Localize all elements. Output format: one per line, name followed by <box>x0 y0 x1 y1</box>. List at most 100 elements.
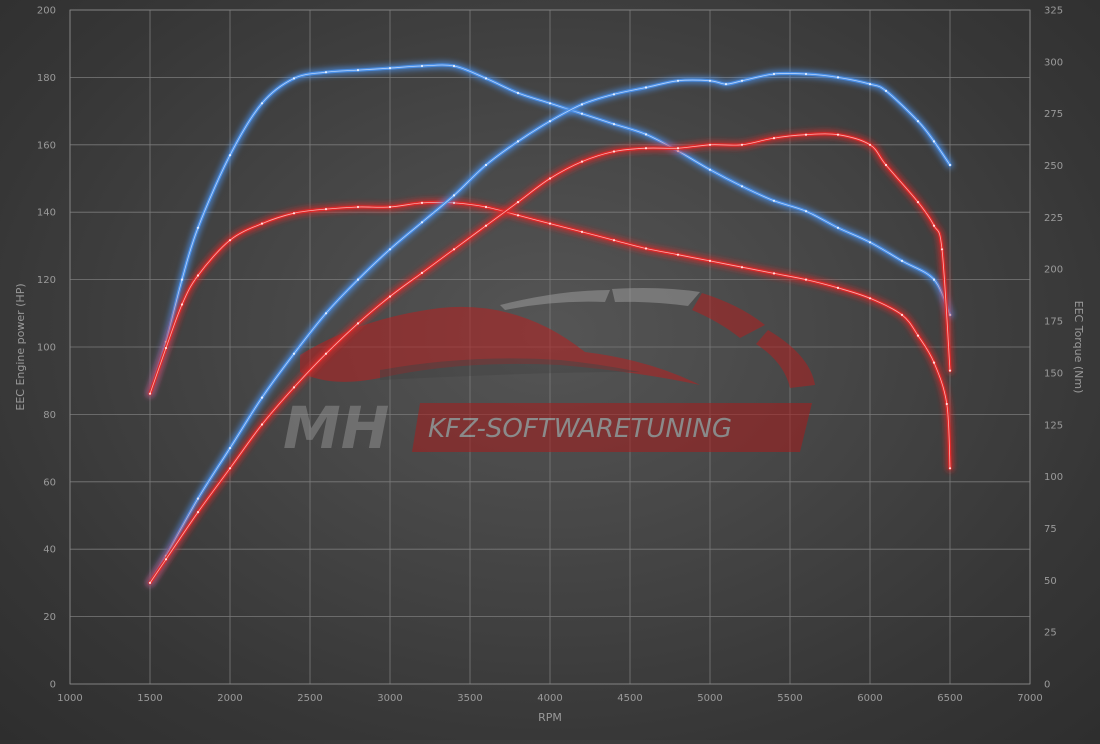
data-point <box>581 231 583 233</box>
data-point <box>805 73 807 75</box>
data-point <box>389 295 391 297</box>
data-point <box>197 511 199 513</box>
y-left-tick-label: 20 <box>43 612 56 623</box>
data-point <box>901 314 903 316</box>
data-point <box>517 214 519 216</box>
data-point <box>389 248 391 250</box>
data-point <box>261 397 263 399</box>
data-point <box>613 239 615 241</box>
data-point <box>837 227 839 229</box>
y-left-tick-label: 180 <box>37 73 56 84</box>
x-tick-label: 6000 <box>857 693 882 704</box>
data-point <box>741 80 743 82</box>
data-point <box>613 150 615 152</box>
data-point <box>165 347 167 349</box>
data-point <box>773 272 775 274</box>
watermark-tagline: KFZ-SOFTWARETUNING <box>428 414 732 444</box>
data-point <box>181 279 183 281</box>
data-point <box>229 467 231 469</box>
data-point <box>421 202 423 204</box>
data-point <box>677 80 679 82</box>
x-tick-label: 4000 <box>537 693 562 704</box>
data-point <box>949 467 951 469</box>
data-point <box>453 202 455 204</box>
data-point <box>709 169 711 171</box>
data-point <box>949 370 951 372</box>
data-point <box>805 210 807 212</box>
y-right-tick-label: 300 <box>1044 57 1063 68</box>
data-point <box>325 71 327 73</box>
data-point <box>613 123 615 125</box>
data-point <box>229 447 231 449</box>
x-tick-label: 4500 <box>617 693 642 704</box>
data-point <box>197 274 199 276</box>
data-point <box>869 144 871 146</box>
data-point <box>549 223 551 225</box>
data-point <box>421 65 423 67</box>
data-point <box>325 353 327 355</box>
data-point <box>869 83 871 85</box>
data-point <box>645 147 647 149</box>
data-point <box>837 76 839 78</box>
y-right-tick-label: 175 <box>1044 317 1063 328</box>
y-right-tick-label: 275 <box>1044 109 1063 120</box>
data-point <box>885 90 887 92</box>
data-point <box>773 73 775 75</box>
data-point <box>389 67 391 69</box>
data-point <box>517 92 519 94</box>
data-point <box>741 266 743 268</box>
data-point <box>613 93 615 95</box>
data-point <box>917 201 919 203</box>
data-point <box>181 303 183 305</box>
data-point <box>709 260 711 262</box>
data-point <box>485 225 487 227</box>
data-point <box>941 248 943 250</box>
x-tick-label: 3000 <box>377 693 402 704</box>
x-tick-label: 6500 <box>937 693 962 704</box>
y-left-tick-label: 200 <box>37 6 56 17</box>
data-point <box>837 287 839 289</box>
y-right-tick-label: 250 <box>1044 161 1063 172</box>
data-point <box>261 102 263 104</box>
data-point <box>677 147 679 149</box>
y-right-tick-label: 200 <box>1044 265 1063 276</box>
data-point <box>165 558 167 560</box>
data-point <box>149 393 151 395</box>
data-point <box>421 221 423 223</box>
data-point <box>741 185 743 187</box>
data-point <box>709 80 711 82</box>
data-point <box>885 164 887 166</box>
data-point <box>837 134 839 136</box>
data-point <box>485 77 487 79</box>
data-point <box>229 154 231 156</box>
data-point <box>485 164 487 166</box>
data-point <box>917 335 919 337</box>
data-point <box>869 297 871 299</box>
x-axis-title: RPM <box>538 711 562 724</box>
data-point <box>229 239 231 241</box>
data-point <box>645 133 647 135</box>
y-right-tick-label: 225 <box>1044 213 1063 224</box>
data-point <box>581 103 583 105</box>
data-point <box>389 206 391 208</box>
data-point <box>293 77 295 79</box>
data-point <box>421 272 423 274</box>
data-point <box>357 69 359 71</box>
data-point <box>933 225 935 227</box>
x-tick-label: 5500 <box>777 693 802 704</box>
data-point <box>725 83 727 85</box>
data-point <box>933 140 935 142</box>
data-point <box>485 206 487 208</box>
data-point <box>581 113 583 115</box>
data-point <box>709 144 711 146</box>
x-tick-label: 3500 <box>457 693 482 704</box>
y-axis-right-title: EEC Torque (Nm) <box>1072 301 1085 394</box>
data-point <box>549 102 551 104</box>
data-point <box>261 423 263 425</box>
data-point <box>197 498 199 500</box>
y-left-tick-label: 120 <box>37 275 56 286</box>
data-point <box>517 201 519 203</box>
y-right-tick-label: 150 <box>1044 368 1063 379</box>
y-right-tick-label: 75 <box>1044 524 1057 535</box>
